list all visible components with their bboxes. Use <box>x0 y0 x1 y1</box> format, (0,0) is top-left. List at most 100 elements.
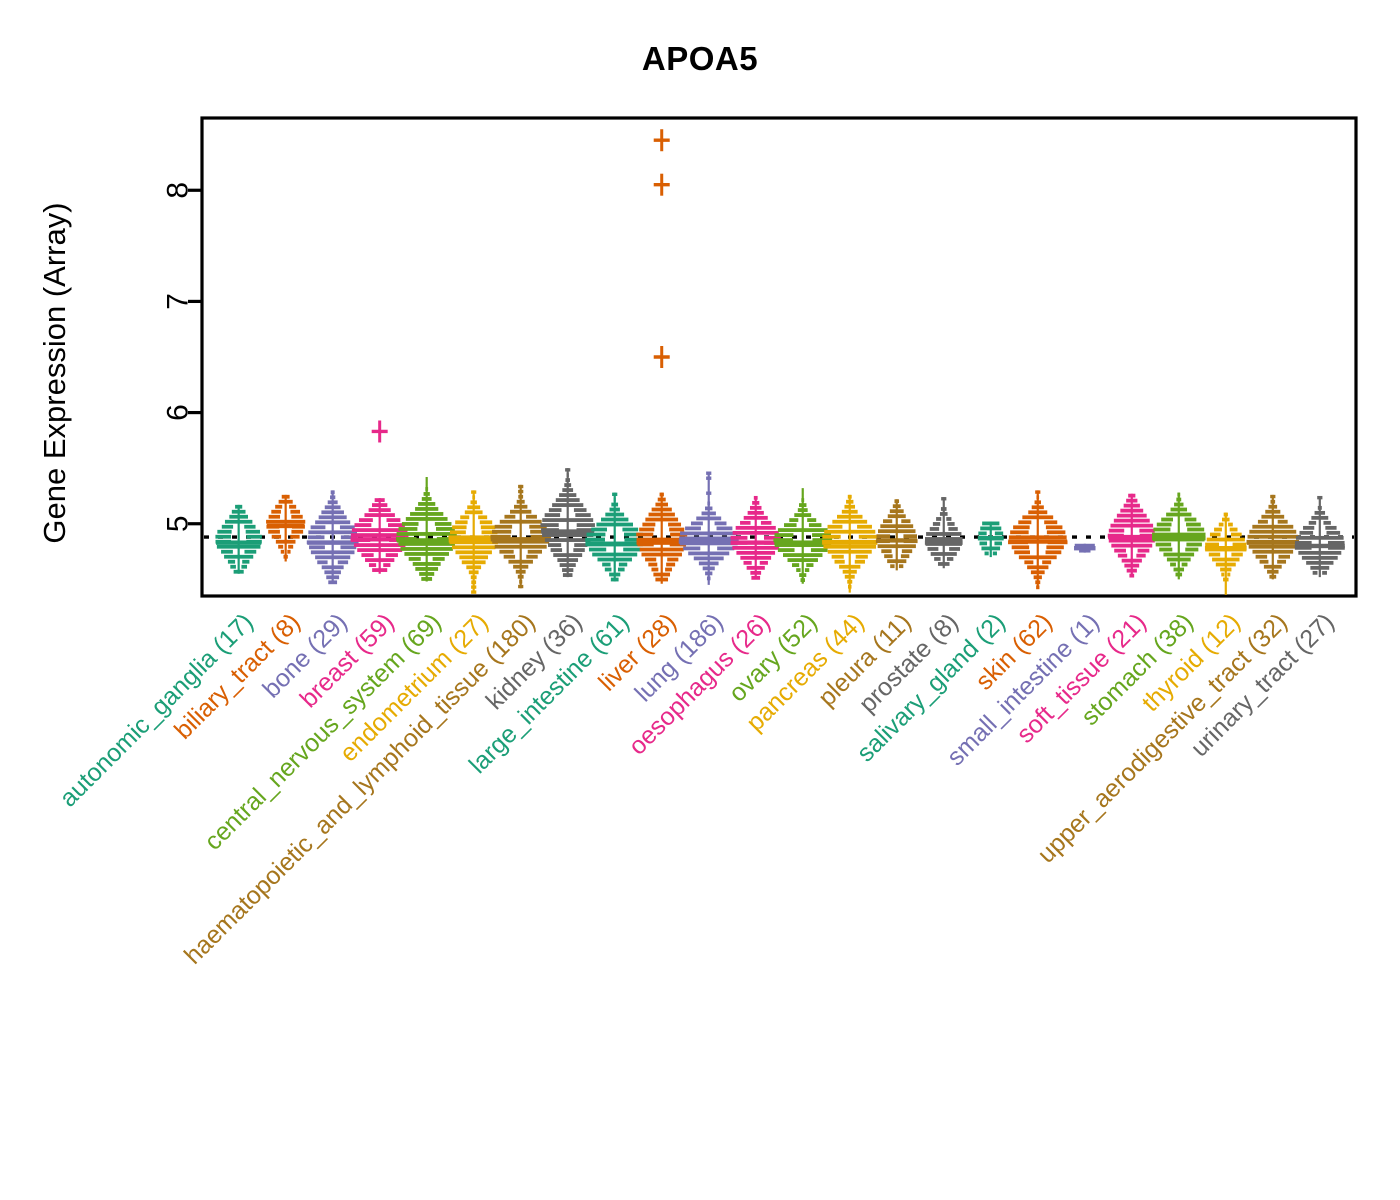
y-axis-tick-label: 5 <box>162 515 195 532</box>
violin-bar <box>887 514 906 519</box>
violin-bar <box>1166 512 1192 517</box>
violin-soft_tissue[interactable] <box>1107 493 1156 578</box>
violin-bar <box>1034 500 1041 505</box>
violin-breast[interactable] <box>350 420 409 574</box>
outlier-point[interactable] <box>653 129 670 152</box>
violin-lung[interactable] <box>678 471 739 585</box>
violin-bar <box>432 557 445 561</box>
violin-bar <box>547 543 562 547</box>
violin-bar <box>940 507 947 511</box>
outlier-point[interactable] <box>653 173 670 196</box>
violin-bar <box>400 547 453 551</box>
violin-prostate[interactable] <box>924 497 963 569</box>
violin-bar <box>562 568 574 572</box>
violin-bar <box>1295 535 1344 540</box>
violin-bar <box>690 521 703 526</box>
violin-bar <box>530 529 550 534</box>
violin-median <box>636 540 687 545</box>
violin-bar <box>706 491 712 495</box>
violin-urinary_tract[interactable] <box>1294 495 1345 578</box>
violin-bar <box>610 577 619 582</box>
violin-bar <box>927 547 939 551</box>
violin-bar <box>706 476 712 480</box>
violin-bar <box>842 569 857 574</box>
violin-central_nervous_system[interactable] <box>395 477 458 582</box>
violin-bar <box>773 538 794 542</box>
violin-haematopoietic_and_lymphoid_tissue[interactable] <box>490 484 551 589</box>
violin-median <box>1246 540 1299 545</box>
violin-bar <box>592 552 638 557</box>
violin-small_intestine[interactable] <box>1074 543 1096 553</box>
violin-bar <box>702 566 715 571</box>
violin-biliary_tract[interactable] <box>266 494 306 562</box>
violin-bar <box>1010 530 1029 535</box>
violin-bar <box>552 503 584 507</box>
violin-bar <box>743 560 752 565</box>
violin-bar <box>667 557 679 562</box>
violin-bar <box>1223 577 1229 582</box>
outlier-point[interactable] <box>653 346 670 368</box>
violin-bar <box>1044 520 1058 525</box>
violin-pleura[interactable] <box>875 499 918 571</box>
violin-bar <box>1319 500 1321 505</box>
violin-stomach[interactable] <box>1152 492 1206 580</box>
violin-bar <box>1215 562 1236 567</box>
violin-bar <box>1229 527 1238 532</box>
violin-bar <box>1252 549 1294 554</box>
violin-upper_aerodigestive_tract[interactable] <box>1246 494 1300 580</box>
violin-bar <box>1214 527 1222 532</box>
outlier-point[interactable] <box>371 420 388 443</box>
page-title: APOA5 <box>641 40 759 77</box>
violin-thyroid[interactable] <box>1204 512 1247 595</box>
violin-bar <box>1123 503 1140 508</box>
violin-skin[interactable] <box>1008 490 1068 590</box>
violin-oesophagus[interactable] <box>730 495 781 580</box>
violin-bone[interactable] <box>306 490 359 585</box>
violin-bar <box>784 523 797 527</box>
violin-bar <box>1042 560 1052 565</box>
violin-bar <box>1299 530 1314 535</box>
violin-bar <box>1113 518 1150 523</box>
violin-bar <box>705 506 713 511</box>
violin-bar <box>548 508 562 512</box>
violin-bar <box>740 555 772 560</box>
violin-bar <box>1221 572 1225 577</box>
violin-bar <box>876 534 891 539</box>
violin-bar <box>230 564 236 569</box>
violin-bar <box>777 548 795 552</box>
violin-bar <box>992 551 997 556</box>
violin-bar <box>283 554 288 559</box>
violin-bar <box>434 522 452 526</box>
violin-bar <box>1036 495 1040 500</box>
violin-bar <box>471 580 477 585</box>
violin-kidney[interactable] <box>540 468 595 578</box>
violin-autonomic_ganglia[interactable] <box>215 504 262 574</box>
violin-large_intestine[interactable] <box>585 492 645 582</box>
violin-bar <box>1136 553 1146 558</box>
violin-bar <box>1013 525 1030 530</box>
violin-liver[interactable] <box>636 129 688 584</box>
violin-bar <box>894 499 900 504</box>
violin-bar <box>1263 564 1282 569</box>
violin-bar <box>518 489 524 494</box>
violin-bar <box>612 492 618 497</box>
violin-bar <box>1228 522 1233 527</box>
violin-salivary_gland[interactable] <box>977 521 1004 558</box>
violin-bar <box>1301 555 1338 560</box>
violin-pancreas[interactable] <box>822 494 878 593</box>
violin-bar <box>317 560 328 565</box>
violin-bar <box>670 532 688 537</box>
violin-bar <box>310 525 326 530</box>
violin-bar <box>1308 520 1317 525</box>
violin-bar <box>499 519 542 524</box>
violin-bar <box>244 524 256 529</box>
violin-bar <box>326 575 340 580</box>
violin-bar <box>1181 562 1188 567</box>
violin-bar <box>707 501 711 506</box>
violin-bar <box>930 552 957 556</box>
violin-bar <box>386 518 401 522</box>
violin-bar <box>653 572 671 577</box>
violin-endometrium[interactable] <box>448 490 499 594</box>
violin-bar <box>289 504 297 509</box>
violin-bar <box>526 554 538 559</box>
